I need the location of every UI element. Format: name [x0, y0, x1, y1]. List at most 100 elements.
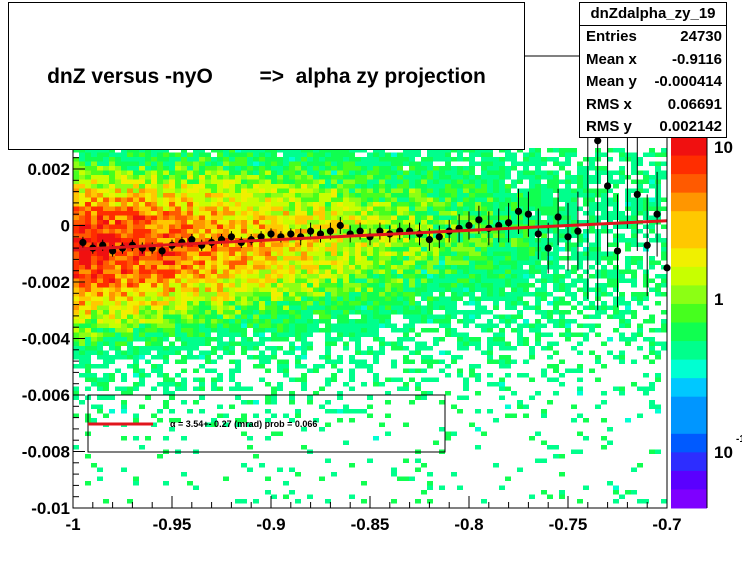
- heatmap-cell: [331, 260, 337, 265]
- heatmap-cell: [289, 377, 295, 382]
- heatmap-cell: [547, 292, 553, 297]
- heatmap-cell: [139, 310, 145, 315]
- heatmap-cell: [559, 220, 565, 225]
- heatmap-cell: [319, 242, 325, 247]
- heatmap-cell: [499, 364, 505, 369]
- heatmap-cell: [505, 476, 511, 481]
- heatmap-cell: [625, 269, 631, 274]
- heatmap-cell: [121, 319, 127, 324]
- heatmap-cell: [487, 265, 493, 270]
- heatmap-cell: [205, 359, 211, 364]
- heatmap-cell: [325, 152, 331, 157]
- heatmap-cell: [499, 166, 505, 171]
- heatmap-cell: [235, 148, 241, 153]
- heatmap-cell: [613, 386, 619, 391]
- heatmap-cell: [457, 251, 463, 256]
- heatmap-cell: [385, 314, 391, 319]
- heatmap-cell: [559, 490, 565, 495]
- heatmap-cell: [73, 202, 79, 207]
- heatmap-cell: [355, 215, 361, 220]
- heatmap-cell: [211, 310, 217, 315]
- heatmap-cell: [469, 337, 475, 342]
- heatmap-cell: [163, 278, 169, 283]
- heatmap-cell: [301, 157, 307, 162]
- heatmap-cell: [559, 382, 565, 387]
- heatmap-cell: [493, 247, 499, 252]
- heatmap-cell: [145, 170, 151, 175]
- heatmap-cell: [493, 238, 499, 243]
- heatmap-cell: [73, 305, 79, 310]
- heatmap-cell: [301, 179, 307, 184]
- heatmap-cell: [253, 346, 259, 351]
- heatmap-cell: [373, 292, 379, 297]
- heatmap-cell: [307, 224, 313, 229]
- heatmap-cell: [217, 202, 223, 207]
- heatmap-cell: [175, 188, 181, 193]
- heatmap-cell: [127, 193, 133, 198]
- heatmap-cell: [199, 211, 205, 216]
- heatmap-cell: [97, 382, 103, 387]
- heatmap-cell: [97, 238, 103, 243]
- heatmap-cell: [193, 166, 199, 171]
- heatmap-cell: [187, 220, 193, 225]
- heatmap-cell: [133, 193, 139, 198]
- heatmap-cell: [385, 197, 391, 202]
- profile-point: [475, 216, 483, 224]
- heatmap-cell: [547, 278, 553, 283]
- heatmap-cell: [535, 458, 541, 463]
- heatmap-cell: [229, 242, 235, 247]
- heatmap-cell: [613, 256, 619, 261]
- heatmap-cell: [499, 161, 505, 166]
- heatmap-cell: [145, 319, 151, 324]
- heatmap-cell: [139, 332, 145, 337]
- heatmap-cell: [157, 346, 163, 351]
- heatmap-cell: [175, 346, 181, 351]
- heatmap-cell: [271, 166, 277, 171]
- heatmap-cell: [121, 305, 127, 310]
- heatmap-cell: [559, 301, 565, 306]
- heatmap-cell: [277, 220, 283, 225]
- heatmap-cell: [109, 314, 115, 319]
- heatmap-cell: [211, 247, 217, 252]
- heatmap-cell: [607, 170, 613, 175]
- heatmap-cell: [301, 373, 307, 378]
- heatmap-cell: [73, 319, 79, 324]
- heatmap-cell: [217, 287, 223, 292]
- heatmap-cell: [121, 310, 127, 315]
- heatmap-cell: [565, 161, 571, 166]
- heatmap-cell: [343, 269, 349, 274]
- heatmap-cell: [421, 328, 427, 333]
- heatmap-cell: [115, 305, 121, 310]
- heatmap-cell: [517, 260, 523, 265]
- heatmap-cell: [601, 265, 607, 270]
- heatmap-cell: [637, 161, 643, 166]
- heatmap-cell: [529, 179, 535, 184]
- heatmap-cell: [319, 247, 325, 252]
- heatmap-cell: [283, 197, 289, 202]
- heatmap-cell: [571, 179, 577, 184]
- heatmap-cell: [409, 175, 415, 180]
- heatmap-cell: [223, 413, 229, 418]
- heatmap-cell: [445, 314, 451, 319]
- heatmap-cell: [601, 391, 607, 396]
- heatmap-cell: [457, 152, 463, 157]
- heatmap-cell: [127, 157, 133, 162]
- heatmap-cell: [427, 206, 433, 211]
- heatmap-cell: [121, 328, 127, 333]
- heatmap-cell: [127, 233, 133, 238]
- heatmap-cell: [163, 337, 169, 342]
- heatmap-cell: [619, 386, 625, 391]
- heatmap-cell: [301, 445, 307, 450]
- heatmap-cell: [277, 224, 283, 229]
- heatmap-cell: [205, 296, 211, 301]
- heatmap-cell: [181, 179, 187, 184]
- heatmap-cell: [271, 157, 277, 162]
- heatmap-cell: [361, 481, 367, 486]
- heatmap-cell: [295, 211, 301, 216]
- heatmap-cell: [337, 310, 343, 315]
- heatmap-cell: [337, 175, 343, 180]
- heatmap-cell: [181, 400, 187, 405]
- heatmap-cell: [145, 179, 151, 184]
- heatmap-cell: [505, 274, 511, 279]
- heatmap-cell: [205, 188, 211, 193]
